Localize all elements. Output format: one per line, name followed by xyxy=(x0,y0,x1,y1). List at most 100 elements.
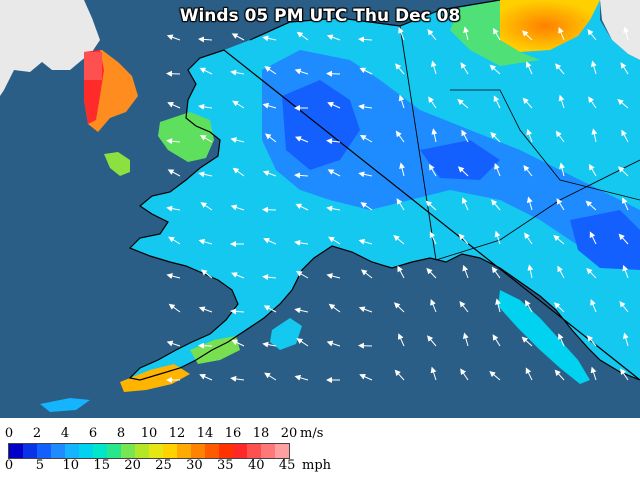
wind-arrow xyxy=(617,166,629,177)
wind-arrow xyxy=(397,265,405,279)
wind-arrow xyxy=(623,26,629,41)
colorbar-swatch xyxy=(37,444,51,458)
colorbar-swatch xyxy=(233,444,247,458)
wind-arrow xyxy=(262,341,277,348)
wind-arrow xyxy=(230,69,245,76)
legend-mph-label: 20 xyxy=(124,458,141,473)
wind-arrow xyxy=(590,299,597,313)
legend-mph-label: 30 xyxy=(186,458,203,473)
legend-ms-label: 2 xyxy=(32,426,42,441)
wind-arrow xyxy=(588,163,597,177)
wind-arrow xyxy=(555,130,565,143)
wind-arrow xyxy=(459,300,469,313)
wind-arrow xyxy=(262,102,277,109)
legend-mph-label: 45 xyxy=(278,458,296,473)
wind-arrow xyxy=(523,164,533,177)
legend-ms-label: 12 xyxy=(168,426,186,441)
colorbar-swatch xyxy=(149,444,163,458)
wind-arrow xyxy=(359,67,373,75)
wind-arrow xyxy=(232,167,245,177)
legend-colorbar xyxy=(8,443,290,459)
wind-arrow xyxy=(527,264,534,279)
wind-arrow xyxy=(525,367,533,381)
wind-arrow xyxy=(393,302,405,313)
wind-arrow xyxy=(430,299,437,313)
wind-arrow xyxy=(557,265,565,279)
wind-arrow xyxy=(168,236,181,245)
wind-arrow xyxy=(166,273,181,279)
legend-mph-label: 15 xyxy=(93,458,110,473)
wind-core-deep-3 xyxy=(570,210,640,270)
wind-arrow xyxy=(457,99,469,109)
colorbar-swatch xyxy=(261,444,275,458)
wind-arrow xyxy=(168,303,181,313)
chukotka-red xyxy=(84,52,102,80)
colorbar-swatch xyxy=(177,444,191,458)
legend-ms-label: 18 xyxy=(252,426,270,441)
wind-arrow xyxy=(327,102,341,109)
wind-arrow xyxy=(166,138,181,145)
legend: 0 2 4 6 8 10 12 14 16 18 20 m/s 0 5 10 15 20 25 30 35 40 45… xyxy=(0,418,640,480)
wind-arrow xyxy=(457,166,469,177)
canada-border-2 xyxy=(435,159,640,261)
wind-arrow xyxy=(326,34,341,41)
legend-ms-label: 8 xyxy=(116,426,126,441)
wind-arrow xyxy=(619,300,629,313)
wind-arrow xyxy=(622,332,629,347)
wind-arrow xyxy=(394,369,405,381)
wind-arrow xyxy=(294,68,309,75)
wind-arrow xyxy=(166,340,181,347)
wind-arrow xyxy=(326,138,341,145)
colorbar-swatch xyxy=(23,444,37,458)
wind-arrow xyxy=(359,134,373,143)
north-slope-strong xyxy=(490,0,600,52)
colorbar-swatch xyxy=(191,444,205,458)
wind-arrow xyxy=(262,35,277,42)
wind-arrow xyxy=(461,129,469,143)
kodiak-island xyxy=(270,318,302,350)
wind-arrow xyxy=(294,374,309,381)
wind-arrow xyxy=(427,335,437,347)
wind-arrow xyxy=(521,30,533,41)
wind-arrow xyxy=(294,239,309,246)
canada-border xyxy=(399,25,437,261)
wind-arrow xyxy=(428,96,437,109)
map-title: Winds 05 PM UTC Thu Dec 08 xyxy=(179,6,461,26)
st-lawrence-island xyxy=(104,152,130,176)
wind-arrow xyxy=(230,308,245,315)
wind-arrow xyxy=(522,97,533,109)
wind-arrow xyxy=(427,28,437,41)
wind-arrow xyxy=(556,198,565,211)
wind-arrow xyxy=(398,333,405,347)
wind-arrow xyxy=(200,269,213,279)
wind-arrow xyxy=(553,235,565,245)
wind-arrow xyxy=(199,67,213,75)
wind-arrow xyxy=(494,163,501,177)
wind-arrow xyxy=(358,171,373,178)
wind-arrow xyxy=(399,162,405,177)
wind-arrow xyxy=(198,103,213,110)
aleutian-west xyxy=(40,398,90,412)
legend-ms-label: 16 xyxy=(224,426,242,441)
wind-arrow xyxy=(393,235,405,245)
colorbar-swatch xyxy=(51,444,65,458)
wind-arrow xyxy=(231,272,245,279)
siberia-land xyxy=(0,0,100,96)
wind-arrow xyxy=(360,202,373,211)
colorbar-swatch xyxy=(107,444,121,458)
legend-mph-label: 0 xyxy=(4,458,14,473)
legend-ms-unit: m/s xyxy=(300,426,324,441)
wind-arrow xyxy=(431,128,438,143)
wind-arrow xyxy=(585,200,597,211)
wind-arrow xyxy=(167,102,181,109)
wind-arrow xyxy=(294,172,309,179)
wind-arrow xyxy=(460,368,469,381)
wind-arrow xyxy=(263,305,277,313)
seward-wind xyxy=(158,112,214,162)
wind-arrow xyxy=(620,62,629,75)
wind-arrow xyxy=(295,270,309,279)
colorbar-swatch xyxy=(205,444,219,458)
wind-arrow xyxy=(491,266,501,279)
legend-ms-label: 14 xyxy=(196,426,214,441)
wind-arrow xyxy=(524,232,533,245)
